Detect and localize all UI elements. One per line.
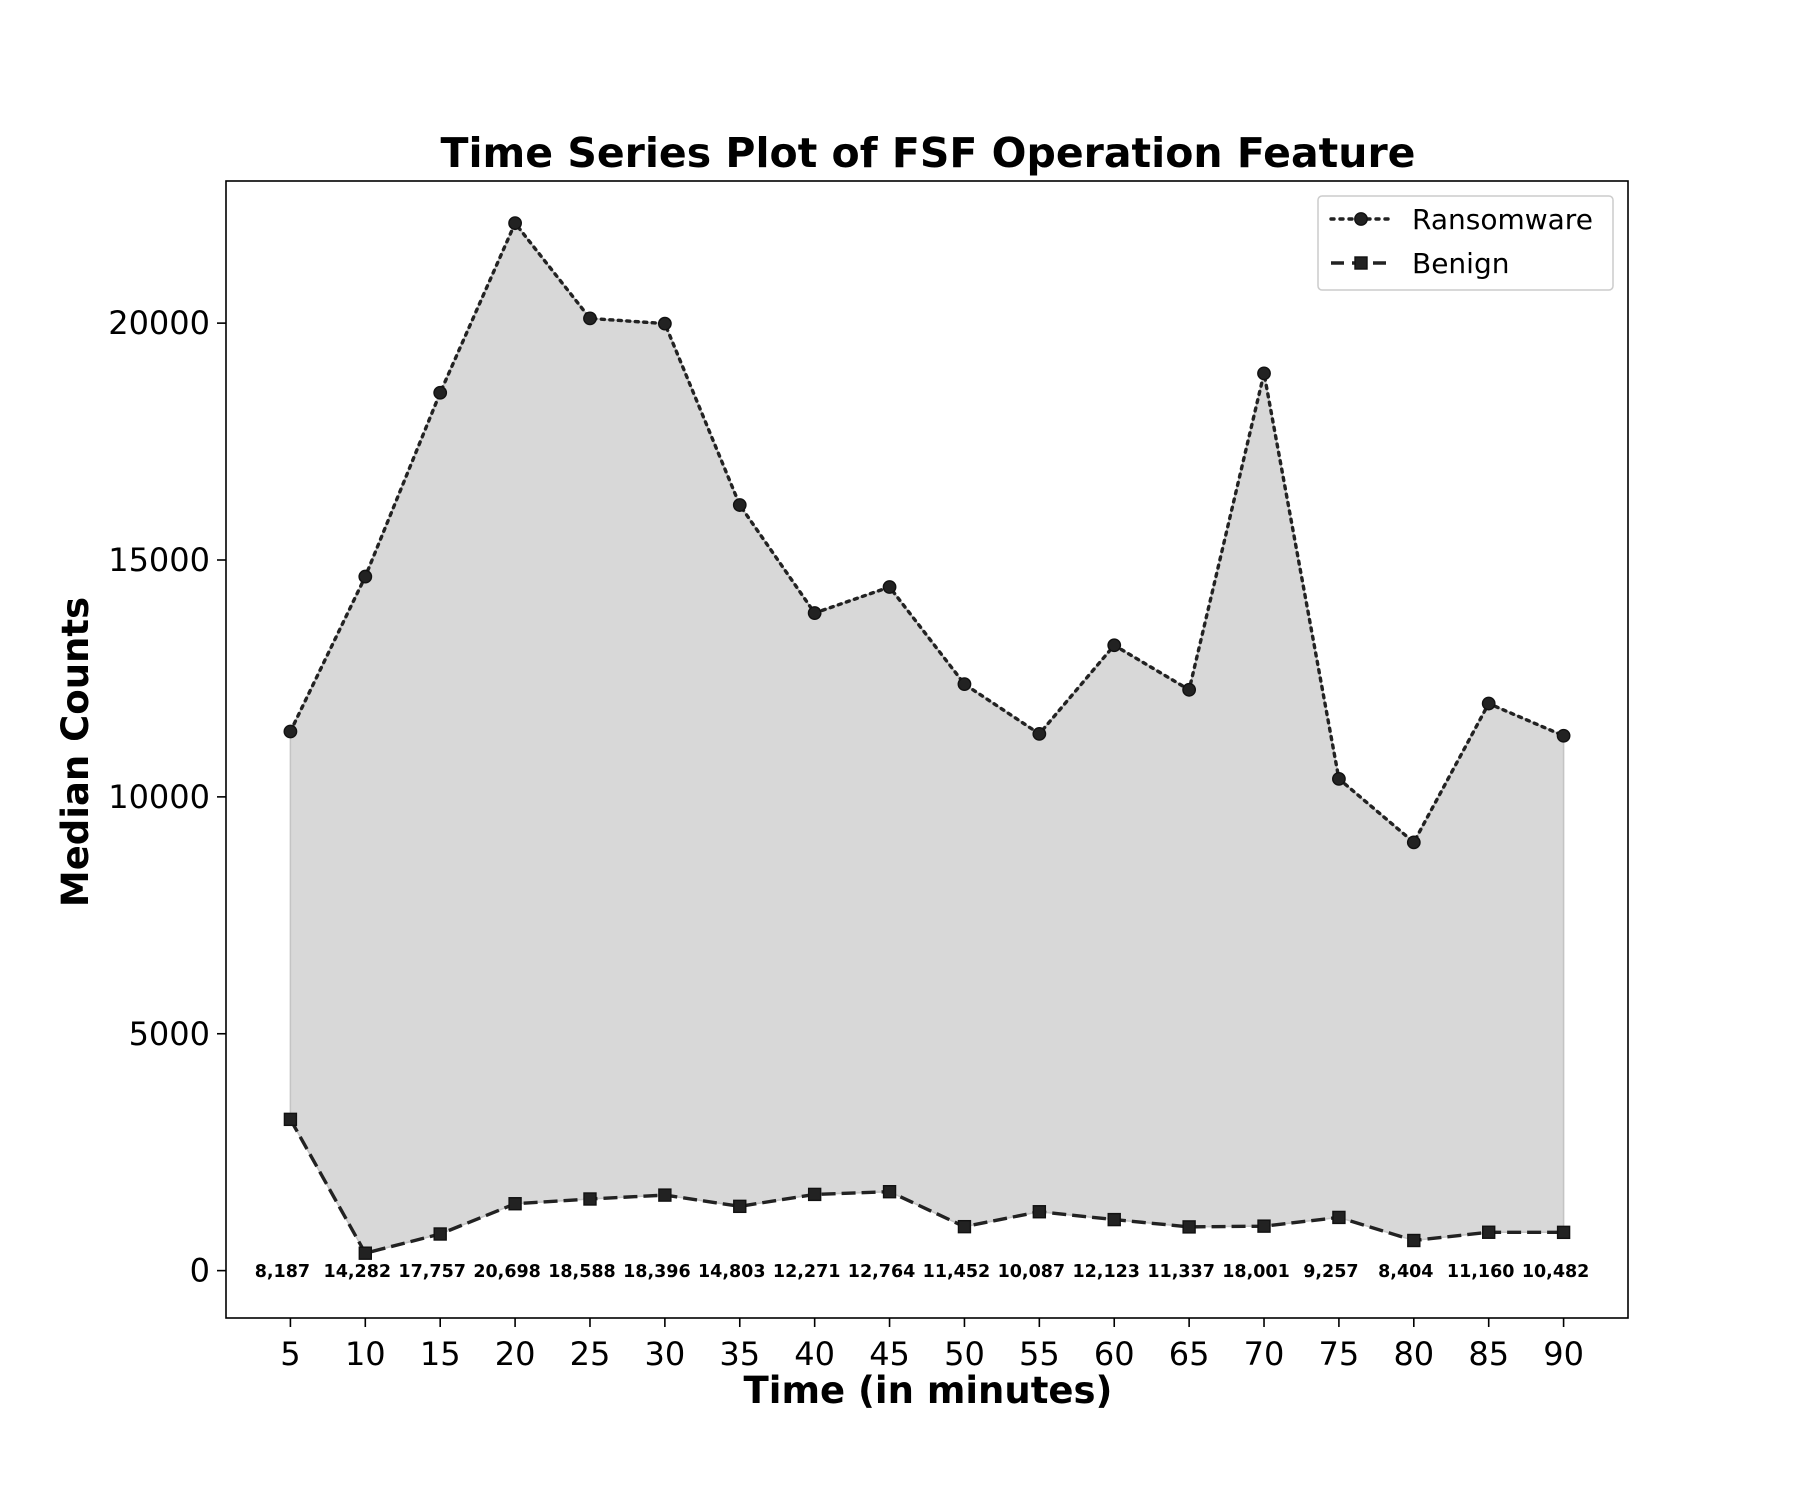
data-point-benign [733,1199,747,1214]
x-tick-label: 20 [495,1335,536,1373]
legend-marker [1354,256,1368,270]
data-point-benign [1257,1219,1271,1233]
x-tick-label: 50 [944,1335,985,1373]
y-tick-label: 15000 [108,541,210,579]
data-point-ransomware [1332,771,1346,786]
x-axis: 5 10 15 20 25 30 35 40 45 50 55 60 65 70 75 80 85 90 [280,1318,1584,1373]
data-point-ransomware [732,498,747,512]
difference-label: 17,757 [398,1262,466,1282]
data-point-ransomware [433,385,448,400]
series-line-benign [288,1118,1564,1255]
x-tick-label: 55 [1019,1335,1060,1373]
difference-label: 14,282 [324,1262,392,1282]
data-point-benign [1556,1225,1571,1240]
x-tick-label: 35 [719,1335,760,1373]
x-tick-label: 25 [570,1335,611,1373]
plot-area: 8,187 14,282 17,757 20,698 18,588 18,396 14,80… [255,216,1590,1282]
x-tick-label: 90 [1543,1335,1584,1373]
legend-box [1317,195,1614,291]
x-tick-label: 45 [869,1335,910,1373]
fill-between-area [289,221,1565,1255]
data-point-ransomware [807,606,822,620]
y-tick-label: 5000 [129,1015,210,1053]
plot-frame [225,180,1629,1319]
difference-label: 14,803 [698,1262,766,1282]
y-tick-label: 0 [190,1252,210,1290]
data-point-benign [583,1192,597,1206]
difference-label: 18,396 [623,1262,691,1282]
x-tick-label: 80 [1393,1335,1434,1373]
x-tick-label: 70 [1244,1335,1285,1373]
difference-label: 8,404 [1378,1262,1433,1282]
data-point-benign [1332,1210,1346,1225]
data-point-benign [807,1187,822,1202]
data-point-ransomware [1182,682,1197,697]
data-point-benign [658,1188,672,1202]
x-tick-label: 40 [794,1335,835,1373]
difference-label: 12,764 [848,1262,916,1282]
data-point-ransomware [657,316,672,331]
difference-label: 8,187 [255,1262,310,1282]
legend-item-benign: Benign [1331,247,1509,280]
data-point-ransomware [583,311,597,326]
difference-label: 11,337 [1147,1262,1215,1282]
legend-label: Ransomware [1412,203,1593,236]
x-tick-label: 5 [280,1335,300,1373]
data-point-ransomware [1406,835,1421,850]
data-point-ransomware [283,724,298,739]
data-point-benign [433,1227,447,1241]
data-point-benign [283,1112,298,1127]
difference-label: 18,001 [1222,1262,1290,1282]
data-point-ransomware [358,569,373,584]
x-tick-label: 60 [1094,1335,1135,1373]
legend: Ransomware Benign [1317,195,1614,291]
difference-label: 9,257 [1303,1262,1358,1282]
x-tick-label: 30 [645,1335,686,1373]
difference-label: 11,160 [1447,1262,1515,1282]
data-point-benign [508,1197,522,1211]
series-line-ransomware [288,221,1566,845]
x-tick-label: 85 [1468,1335,1509,1373]
difference-label: 12,271 [773,1262,841,1282]
difference-label: 11,452 [923,1262,991,1282]
difference-label: 12,123 [1072,1262,1140,1282]
data-point-benign [358,1246,373,1260]
data-point-ransomware [957,677,972,692]
data-point-benign [1107,1212,1121,1227]
data-point-benign [957,1219,972,1234]
data-point-ransomware [1257,366,1271,381]
x-tick-label: 75 [1319,1335,1360,1373]
data-point-benign [882,1184,897,1199]
y-axis: 0 5000 10000 15000 20000 [108,304,226,1290]
data-point-benign [1182,1220,1196,1234]
data-point-ransomware [1556,728,1571,743]
x-axis-label: Time (in minutes) [744,1369,1113,1412]
legend-label: Benign [1412,247,1509,280]
difference-label: 10,087 [998,1262,1066,1282]
y-axis-label: Median Counts [54,597,97,907]
data-point-ransomware [1481,696,1496,711]
y-tick-label: 20000 [108,304,210,342]
y-tick-label: 10000 [108,778,210,816]
data-point-benign [1481,1225,1496,1239]
data-point-ransomware [1032,726,1047,741]
data-point-benign [1032,1205,1047,1219]
x-tick-label: 65 [1169,1335,1210,1373]
legend-marker [1354,212,1368,226]
x-tick-label: 15 [420,1335,461,1373]
difference-label: 18,588 [548,1262,616,1282]
chart-title: Time Series Plot of FSF Operation Featur… [441,129,1416,177]
data-point-ransomware [1107,638,1122,653]
difference-label: 10,482 [1522,1262,1590,1282]
data-point-ransomware [508,216,522,231]
difference-label: 20,698 [473,1262,541,1282]
legend-item-ransomware: Ransomware [1329,203,1593,236]
data-point-ransomware [882,580,897,594]
data-point-benign [1407,1233,1421,1248]
x-tick-label: 10 [345,1335,386,1373]
